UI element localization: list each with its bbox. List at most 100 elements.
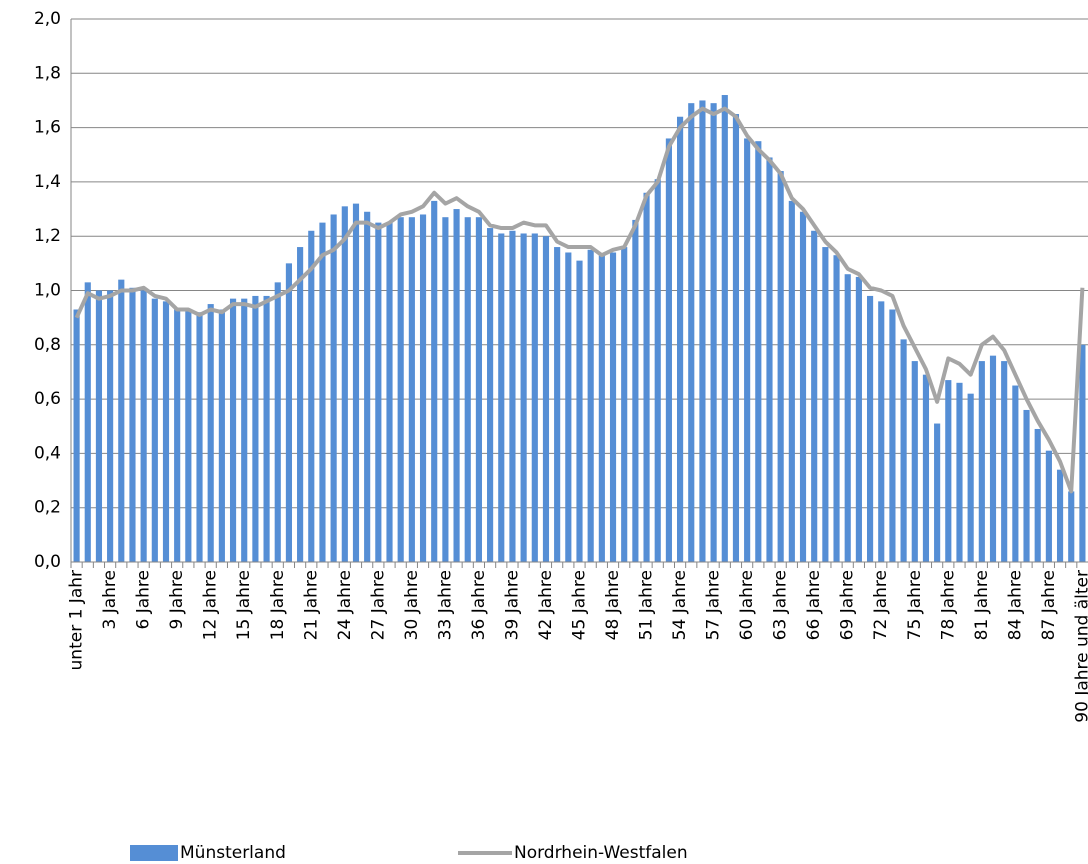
bar	[766, 157, 773, 562]
bar	[364, 211, 371, 562]
bar	[397, 217, 404, 562]
x-tick-label: 54 Jahre	[670, 570, 690, 640]
bar	[911, 361, 918, 562]
bar	[598, 255, 605, 562]
bar	[520, 233, 527, 563]
y-tick-label: 1,4	[34, 172, 61, 192]
bar	[945, 380, 952, 562]
bar	[934, 423, 941, 562]
x-tick-label: 90 Jahre und älter	[1072, 570, 1088, 723]
bar	[665, 138, 672, 562]
bar	[107, 290, 114, 562]
bar	[1034, 428, 1041, 562]
y-tick-label: 0,6	[34, 389, 61, 409]
legend-label: Münsterland	[180, 843, 286, 863]
x-tick-label: 15 Jahre	[234, 570, 254, 640]
bar	[274, 282, 281, 562]
bar	[1001, 361, 1008, 562]
bar	[621, 247, 628, 562]
x-tick-label: 84 Jahre	[1005, 570, 1025, 640]
bar	[565, 252, 572, 563]
bar	[744, 138, 751, 562]
bar	[632, 219, 639, 562]
bar	[587, 249, 594, 562]
bar	[263, 295, 270, 562]
bar	[352, 203, 360, 562]
bar	[341, 206, 348, 562]
y-tick-label: 2,0	[34, 9, 61, 29]
bar	[699, 100, 706, 562]
x-tick-label: 3 Jahre	[100, 570, 120, 630]
bar	[129, 287, 136, 562]
x-tick-label: 75 Jahre	[905, 570, 925, 640]
bar	[654, 179, 661, 562]
bar	[196, 312, 203, 562]
bar	[95, 290, 103, 562]
x-tick-label: 45 Jahre	[570, 570, 590, 640]
x-tick-label: 66 Jahre	[804, 570, 824, 640]
y-tick-label: 0,8	[34, 335, 61, 355]
bar	[118, 279, 125, 562]
y-tick-label: 1,6	[34, 118, 61, 138]
bar	[609, 252, 617, 563]
bar	[73, 309, 80, 562]
bar	[677, 116, 684, 563]
bar	[442, 217, 449, 562]
bar	[866, 295, 874, 562]
x-tick-label: 24 Jahre	[335, 570, 355, 640]
x-tick-label: 33 Jahre	[435, 570, 455, 640]
x-tick-label: 57 Jahre	[704, 570, 724, 640]
x-tick-label: unter 1 Jahr	[67, 570, 87, 670]
x-tick-label: 12 Jahre	[201, 570, 221, 640]
bar	[464, 217, 471, 562]
bar	[777, 171, 784, 563]
line	[74, 106, 1085, 494]
bar	[833, 255, 840, 562]
bar	[989, 355, 997, 562]
x-tick-label: 87 Jahre	[1039, 570, 1059, 640]
bar	[498, 233, 505, 563]
x-tick-label: 18 Jahre	[268, 570, 288, 640]
bar	[878, 301, 885, 562]
bar	[241, 298, 248, 562]
bar	[218, 309, 225, 562]
x-tick-label: 39 Jahre	[502, 570, 522, 640]
bar	[1068, 491, 1075, 562]
x-tick-label: 81 Jahre	[972, 570, 992, 640]
x-tick-label: 27 Jahre	[368, 570, 388, 640]
bar	[542, 236, 550, 562]
bar	[408, 217, 415, 562]
bar	[509, 230, 516, 562]
bar	[174, 309, 181, 562]
x-tick-label: 60 Jahre	[737, 570, 757, 640]
bar	[755, 141, 762, 563]
bar	[487, 228, 494, 562]
y-tick-label: 1,0	[34, 281, 61, 301]
bar	[419, 214, 427, 563]
bar	[207, 304, 214, 562]
bar	[330, 214, 337, 563]
y-tick-label: 0,4	[34, 443, 61, 463]
bar	[297, 247, 304, 562]
bar	[1023, 409, 1030, 562]
bar	[900, 339, 907, 562]
x-tick-label: 6 Jahre	[134, 570, 154, 630]
bar	[285, 263, 293, 562]
bar	[788, 200, 795, 562]
bar	[978, 361, 985, 562]
x-tick-label: 42 Jahre	[536, 570, 556, 640]
x-tick-label: 69 Jahre	[838, 570, 858, 640]
bar	[811, 230, 818, 562]
bar	[855, 276, 862, 562]
x-tick-label: 36 Jahre	[469, 570, 489, 640]
bar	[386, 222, 393, 562]
bar	[576, 260, 583, 562]
bar	[889, 309, 896, 562]
x-tick-label: 78 Jahre	[938, 570, 958, 640]
bar	[252, 295, 259, 562]
x-tick-label: 21 Jahre	[301, 570, 321, 640]
bar	[319, 222, 326, 562]
x-tick-label: 63 Jahre	[771, 570, 791, 640]
y-tick-label: 1,8	[34, 63, 61, 83]
